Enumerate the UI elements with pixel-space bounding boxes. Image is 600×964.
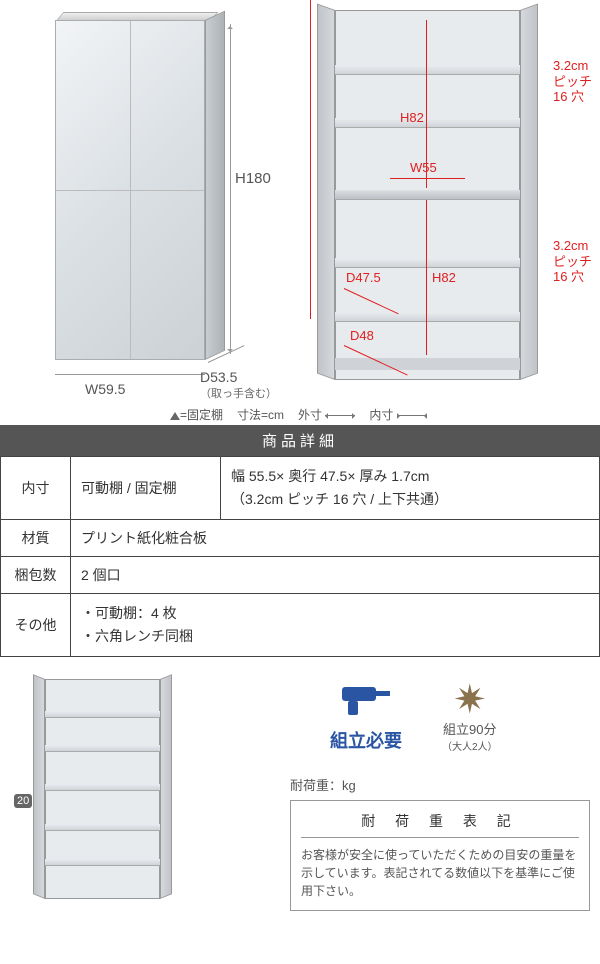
legend: =固定棚 寸法=cm 外寸 内寸 [170, 406, 427, 423]
assembly-section: 20 組立必要 ✷ 組立90分 （大人2人） [0, 669, 600, 964]
spec-header: 商品詳細 [0, 425, 600, 456]
load-capacity-body: お客様が安全に使っていただくための目安の重量を示しています。表記されてる数値以下… [301, 846, 579, 900]
load-capacity-title: 耐 荷 重 表 記 [301, 811, 579, 838]
dim-h82: H82 [432, 270, 456, 285]
pitch-word: ピッチ [553, 74, 592, 89]
pitch-word: ピッチ [553, 254, 592, 269]
spec-head: 材質 [1, 520, 71, 557]
spec-table: 内寸 可動棚 / 固定棚 幅 55.5× 奥行 47.5× 厚み 1.7cm（3… [0, 456, 600, 657]
spec-subhead: 可動棚 / 固定棚 [71, 457, 221, 520]
dim-w55: W55 [410, 160, 437, 175]
spec-value: 幅 55.5× 奥行 47.5× 厚み 1.7cm（3.2cm ピッチ 16 穴… [221, 457, 600, 520]
legend-unit: 寸法=cm [237, 406, 284, 423]
table-row: 梱包数 2 個口 [1, 557, 600, 594]
height-arrow [230, 24, 231, 354]
assembly-required-label: 組立必要 [330, 727, 402, 753]
table-row: 内寸 可動棚 / 固定棚 幅 55.5× 奥行 47.5× 厚み 1.7cm（3… [1, 457, 600, 520]
dim-d475: D47.5 [346, 270, 381, 285]
shelf-fixed [45, 784, 160, 791]
diagram-section: H180 W59.5 D53.5 （取っ手含む） H82 W55 H82 D47… [0, 0, 600, 425]
spec-value: ・可動棚：4 枚・六角レンチ同梱 [71, 594, 600, 657]
spec-head: その他 [1, 594, 71, 657]
shelf-fixed [335, 190, 520, 200]
legend-fixed: =固定棚 [180, 408, 223, 422]
pitch-holes: 16 穴 [553, 89, 584, 104]
shelf [335, 258, 520, 268]
shelf [45, 745, 160, 752]
door-left [317, 3, 335, 380]
pitch-cm: 3.2cm [553, 238, 588, 253]
assembly-time-label: 組立90分 [442, 722, 498, 738]
arrow-outer-icon [325, 415, 355, 416]
door-left [33, 675, 45, 900]
shelf [335, 312, 520, 322]
table-row: その他 ・可動棚：4 枚・六角レンチ同梱 [1, 594, 600, 657]
load-capacity-box: 耐 荷 重 表 記 お客様が安全に使っていただくための目安の重量を示しています。… [290, 800, 590, 911]
pitch-ruler [310, 164, 311, 319]
dim-h82: H82 [400, 110, 424, 125]
spec-head: 梱包数 [1, 557, 71, 594]
load-capacity-label: 耐荷重：kg [290, 775, 590, 794]
shelf-bottom [335, 358, 520, 370]
spec-value: 2 個口 [71, 557, 600, 594]
spec-value: プリント紙化粧合板 [71, 520, 600, 557]
pitch-cm: 3.2cm [553, 58, 588, 73]
dim-line [390, 178, 465, 179]
assembly-required: 組立必要 [330, 679, 402, 753]
shelf [45, 859, 160, 866]
spec-head: 内寸 [1, 457, 71, 520]
shelf [45, 824, 160, 831]
dim-height: H180 [235, 170, 271, 187]
pitch-ruler [310, 0, 311, 164]
triangle-icon [170, 412, 180, 420]
pitch-holes: 16 穴 [553, 269, 584, 284]
closed-cabinet-diagram: H180 W59.5 D53.5 （取っ手含む） [10, 10, 290, 415]
shelf [335, 65, 520, 75]
shelf [335, 118, 520, 128]
pitch-label: 3.2cm ピッチ 16 穴 [553, 238, 592, 285]
drill-icon [330, 679, 402, 725]
dim-depth: D53.5 [200, 369, 237, 385]
shelf-weight-badge: 20 [14, 794, 32, 808]
width-arrow [55, 374, 205, 375]
shelf [45, 711, 160, 718]
assembly-info: 組立必要 ✷ 組立90分 （大人2人） 耐荷重：kg 耐 荷 重 表 記 お客様… [290, 679, 590, 911]
assembly-time-sub: （大人2人） [442, 738, 498, 753]
arrow-inner-icon [397, 415, 427, 416]
legend-inner: 内寸 [369, 408, 393, 422]
legend-outer: 外寸 [298, 408, 322, 422]
dim-width: W59.5 [85, 381, 125, 397]
dim-depth-note: （取っ手含む） [200, 385, 277, 401]
door-right [160, 675, 172, 900]
burst-icon: ✷ [442, 680, 498, 720]
door-right [520, 3, 538, 380]
pitch-label: 3.2cm ピッチ 16 穴 [553, 58, 592, 105]
dim-d48: D48 [350, 328, 374, 343]
assembly-time: ✷ 組立90分 （大人2人） [442, 680, 498, 753]
table-row: 材質 プリント紙化粧合板 [1, 520, 600, 557]
dim-line [426, 200, 427, 355]
cabinet-front [55, 20, 205, 360]
open-cabinet-diagram: H82 W55 H82 D47.5 D48 3.2cm ピッチ 16 穴 3.2… [310, 0, 600, 415]
cabinet-side-face [205, 11, 225, 360]
